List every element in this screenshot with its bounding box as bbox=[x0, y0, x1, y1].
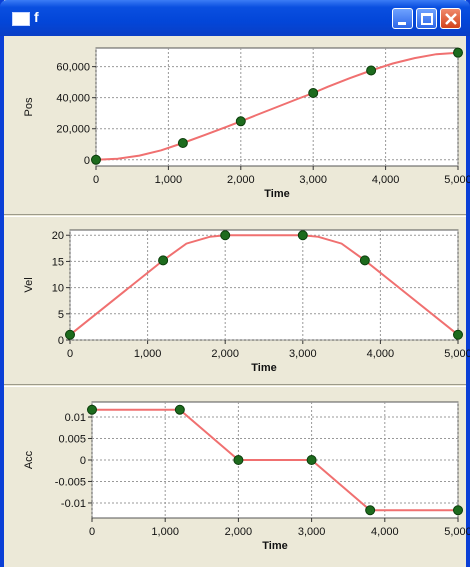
minimize-button[interactable] bbox=[392, 8, 413, 29]
data-point bbox=[159, 256, 168, 265]
acceleration-chart: 0 1,000 2,000 3,000 4,000 5,000 -0.01 -0.005 0 0.… bbox=[10, 388, 470, 563]
minimize-icon bbox=[393, 9, 414, 30]
x-tick-label: 0 bbox=[67, 348, 73, 360]
y-tick-label: -0.005 bbox=[55, 476, 86, 488]
data-point bbox=[178, 139, 187, 148]
x-axis-label: Time bbox=[264, 188, 289, 200]
x-tick-label: 1,000 bbox=[155, 174, 183, 186]
velocity-chart: 0 1,000 2,000 3,000 4,000 5,000 0 5 10 15 20 Time Ve… bbox=[10, 218, 470, 382]
y-axis-label: Vel bbox=[23, 277, 35, 292]
data-point bbox=[66, 330, 75, 339]
y-tick-label: 40,000 bbox=[56, 93, 90, 105]
close-button[interactable] bbox=[440, 8, 461, 29]
data-point bbox=[234, 456, 243, 465]
x-tick-label: 1,000 bbox=[151, 526, 179, 538]
data-point bbox=[175, 405, 184, 414]
y-tick-label: 15 bbox=[52, 256, 64, 268]
y-tick-label: -0.01 bbox=[61, 498, 86, 510]
position-plot-panel: 0 1,000 2,000 3,000 4,000 5,000 0 20,000 40,000 6… bbox=[10, 40, 470, 212]
x-tick-label: 4,000 bbox=[372, 174, 400, 186]
maximize-button[interactable] bbox=[416, 8, 437, 29]
position-chart: 0 1,000 2,000 3,000 4,000 5,000 0 20,000 40,000 6… bbox=[10, 40, 470, 212]
y-tick-label: 0.01 bbox=[65, 412, 86, 424]
data-point bbox=[454, 330, 463, 339]
data-point bbox=[92, 155, 101, 164]
x-tick-label: 5,000 bbox=[444, 174, 470, 186]
data-point bbox=[360, 256, 369, 265]
data-point bbox=[221, 231, 230, 240]
data-point bbox=[88, 405, 97, 414]
x-tick-label: 2,000 bbox=[225, 526, 253, 538]
x-axis-label: Time bbox=[251, 362, 276, 374]
window-title: f bbox=[34, 9, 39, 25]
x-tick-label: 3,000 bbox=[299, 174, 327, 186]
x-tick-label: 3,000 bbox=[289, 348, 317, 360]
x-tick-label: 3,000 bbox=[298, 526, 326, 538]
x-tick-label: 0 bbox=[89, 526, 95, 538]
panel-divider bbox=[4, 384, 466, 387]
x-tick-label: 4,000 bbox=[367, 348, 395, 360]
y-tick-label: 0.005 bbox=[58, 434, 86, 446]
data-point bbox=[454, 506, 463, 515]
y-tick-label: 0 bbox=[84, 155, 90, 167]
data-point bbox=[309, 89, 318, 98]
x-tick-label: 5,000 bbox=[444, 348, 470, 360]
y-tick-label: 20,000 bbox=[56, 124, 90, 136]
y-tick-label: 0 bbox=[80, 455, 86, 467]
y-tick-label: 20 bbox=[52, 230, 64, 242]
close-icon bbox=[441, 9, 462, 30]
data-point bbox=[454, 48, 463, 57]
x-tick-label: 5,000 bbox=[444, 526, 470, 538]
app-icon bbox=[12, 12, 30, 26]
y-axis-label: Pos bbox=[23, 97, 35, 116]
plot-area bbox=[70, 230, 458, 340]
maximize-icon bbox=[417, 9, 438, 30]
y-axis-label: Acc bbox=[23, 450, 35, 469]
x-tick-label: 0 bbox=[93, 174, 99, 186]
velocity-plot-panel: 0 1,000 2,000 3,000 4,000 5,000 0 5 10 15 20 Time Ve… bbox=[10, 218, 470, 382]
data-point bbox=[298, 231, 307, 240]
y-tick-label: 5 bbox=[58, 309, 64, 321]
acceleration-plot-panel: 0 1,000 2,000 3,000 4,000 5,000 -0.01 -0.005 0 0.… bbox=[10, 388, 470, 563]
title-bar[interactable]: f bbox=[0, 0, 470, 36]
data-point bbox=[366, 506, 375, 515]
y-tick-label: 60,000 bbox=[56, 62, 90, 74]
x-tick-label: 2,000 bbox=[211, 348, 239, 360]
panel-divider bbox=[4, 214, 466, 217]
x-tick-label: 2,000 bbox=[227, 174, 255, 186]
data-point bbox=[307, 456, 316, 465]
y-tick-label: 0 bbox=[58, 335, 64, 347]
data-point bbox=[236, 117, 245, 126]
x-tick-label: 1,000 bbox=[134, 348, 162, 360]
x-tick-label: 4,000 bbox=[371, 526, 399, 538]
data-point bbox=[367, 66, 376, 75]
y-tick-label: 10 bbox=[52, 283, 64, 295]
x-axis-label: Time bbox=[262, 540, 287, 552]
